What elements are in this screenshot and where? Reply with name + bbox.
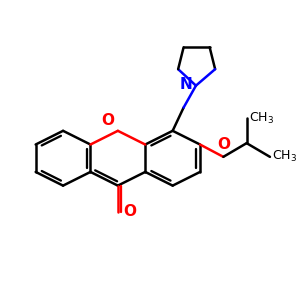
- Text: CH$_3$: CH$_3$: [272, 149, 297, 164]
- Text: O: O: [123, 204, 136, 219]
- Text: CH$_3$: CH$_3$: [249, 111, 274, 126]
- Text: N: N: [180, 77, 193, 92]
- Text: O: O: [102, 112, 115, 128]
- Text: O: O: [217, 137, 230, 152]
